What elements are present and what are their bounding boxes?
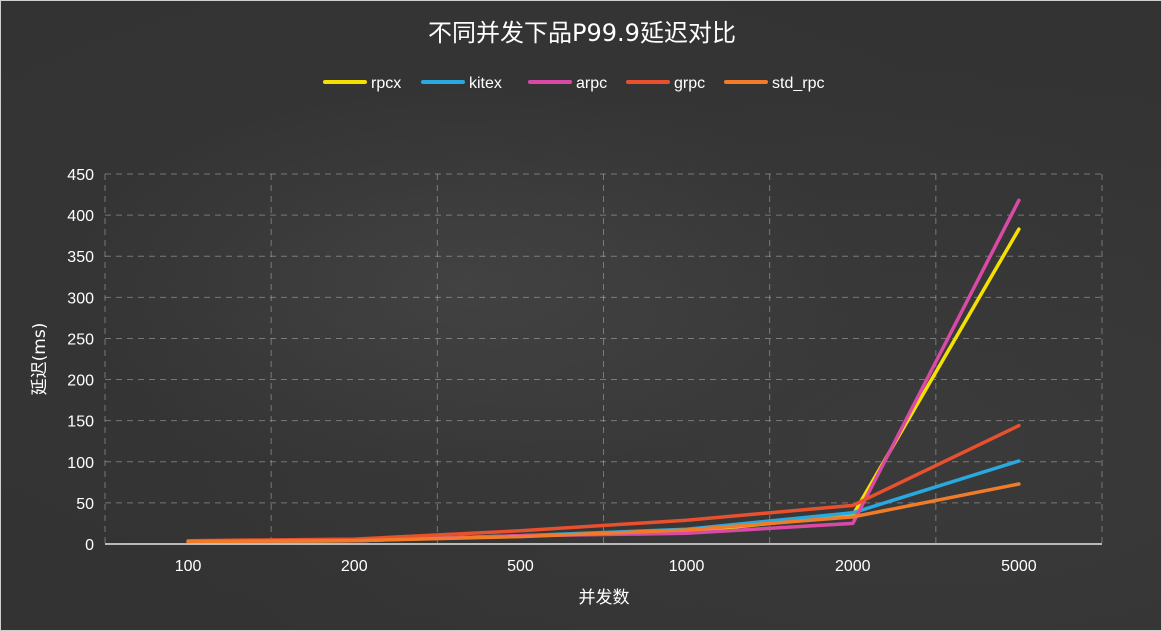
y-tick-label: 50	[76, 496, 94, 513]
legend-label: grpc	[674, 75, 705, 92]
grid-lines	[104, 173, 1103, 544]
legend: rpcx kitex arpc grpc std_rpc	[323, 75, 824, 92]
x-tick-label: 5000	[1001, 558, 1037, 575]
x-tick-label: 1000	[669, 558, 705, 575]
y-axis-ticks: 0 50 100 150 200 250 300 350 400 450	[67, 167, 94, 554]
y-tick-label: 350	[67, 249, 94, 266]
x-tick-label: 200	[341, 558, 368, 575]
y-axis-title: 延迟(ms)	[30, 323, 50, 396]
legend-label: rpcx	[371, 75, 401, 92]
y-tick-label: 250	[67, 331, 94, 348]
legend-label: std_rpc	[772, 75, 824, 92]
legend-label: kitex	[469, 75, 502, 92]
legend-label: arpc	[576, 75, 607, 92]
x-axis-title: 并发数	[579, 588, 630, 608]
x-tick-label: 2000	[835, 558, 871, 575]
y-tick-label: 300	[67, 290, 94, 307]
series-lines	[186, 198, 1021, 544]
y-tick-label: 0	[85, 537, 94, 554]
y-tick-label: 150	[67, 414, 94, 431]
x-tick-label: 100	[175, 558, 202, 575]
y-tick-label: 450	[67, 167, 94, 184]
y-tick-label: 400	[67, 208, 94, 225]
x-tick-label: 500	[507, 558, 534, 575]
y-tick-label: 100	[67, 455, 94, 472]
series-line-std-rpc	[186, 482, 1021, 544]
x-axis-ticks: 100 200 500 1000 2000 5000	[175, 558, 1037, 575]
y-tick-label: 200	[67, 373, 94, 390]
chart-title: 不同并发下品P99.9延迟对比	[428, 19, 736, 47]
